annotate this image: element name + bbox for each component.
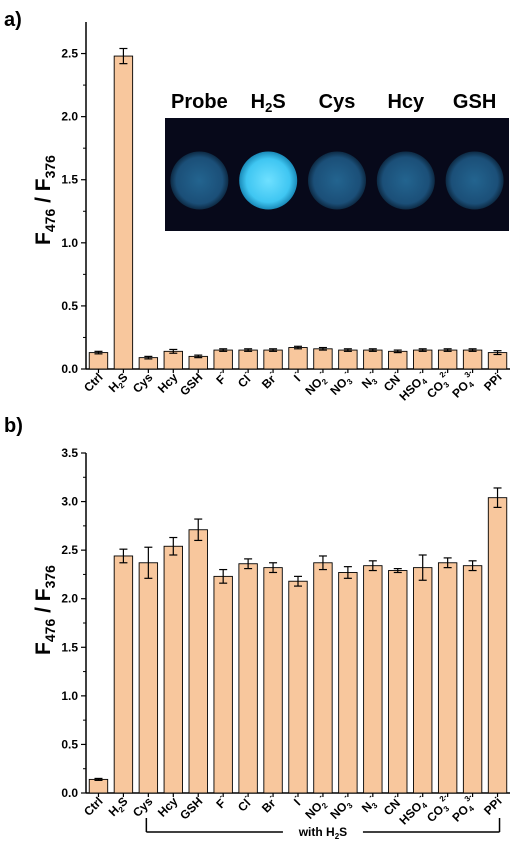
bar-12: [388, 570, 408, 794]
x-tick-label-0: Ctrl: [81, 370, 106, 395]
vial-photo-inset: Probe H2S Cys Hcy GSH: [165, 91, 509, 231]
bar-15: [462, 565, 483, 794]
x-tick-label-13: HSO4-: [394, 368, 431, 405]
x-tick-label-9: NO2-: [300, 792, 331, 823]
bar-6: [238, 349, 258, 370]
bar-1: [113, 555, 134, 794]
panel-a-chart: a) F476 / F376 Probe H2S Cys Hcy GSH 0.00.51…: [4, 9, 510, 405]
bar-5: [213, 575, 233, 794]
vial-dark: [170, 151, 229, 210]
inset-label-3: Hcy: [387, 91, 425, 113]
y-tick-label: 0.0: [61, 362, 78, 376]
y-tick-label: 1.0: [61, 236, 78, 250]
inset-label-1: H2S: [251, 91, 286, 115]
x-tick-label-16: PPi: [481, 370, 505, 394]
bar-9: [313, 562, 333, 794]
inset-label-2: Cys: [319, 91, 356, 113]
x-tick-label-11: N3-: [357, 368, 382, 393]
bar-14: [437, 562, 458, 794]
x-tick-label-10: NO3-: [325, 368, 356, 399]
y-tick-label: 0.0: [61, 786, 78, 800]
x-tick-label-3: Hcy: [155, 794, 181, 820]
panel-b-ylabel: F476 / F376: [32, 565, 58, 655]
x-tick-label-5: F-: [211, 792, 230, 811]
bar-7: [263, 567, 283, 794]
bar-12: [388, 350, 408, 370]
x-tick-label-5: F-: [211, 368, 230, 387]
vial-dark: [445, 151, 504, 210]
x-tick-label-4: GSH: [177, 370, 205, 398]
x-tick-label-10: NO3-: [325, 792, 356, 823]
y-tick-label: 1.5: [61, 173, 78, 187]
y-tick-label: 0.5: [61, 299, 78, 313]
panel-a-letter: a): [4, 9, 22, 31]
x-tick-label-16: PPi: [481, 794, 505, 818]
y-tick-label: 2.0: [61, 592, 78, 606]
x-tick-label-15: PO43-: [447, 792, 481, 826]
y-tick-label: 1.0: [61, 689, 78, 703]
x-tick-label-1: H2S: [106, 370, 132, 396]
x-tick-label-7: Br-: [257, 368, 281, 392]
x-tick-label-2: Cys: [130, 370, 156, 396]
bar-6: [238, 563, 258, 794]
bar-7: [263, 349, 283, 370]
bar-10: [338, 349, 358, 370]
y-tick-label: 0.5: [61, 737, 78, 751]
x-tick-label-11: N3-: [357, 792, 382, 817]
y-tick-label: 2.0: [61, 110, 78, 124]
x-tick-label-8: I-: [289, 792, 306, 809]
bar-16: [487, 497, 508, 794]
bar-13: [413, 349, 433, 370]
y-tick-label: 2.5: [61, 543, 78, 557]
panel-b-letter: b): [4, 415, 23, 437]
bar-15: [462, 349, 483, 370]
bar-0: [88, 778, 109, 794]
bar-11: [363, 565, 383, 794]
bar-8: [288, 580, 308, 794]
bar-1: [113, 55, 134, 370]
x-tick-label-15: PO43-: [447, 368, 481, 402]
y-tick-label: 2.5: [61, 47, 78, 61]
x-tick-label-6: Cl-: [233, 792, 256, 815]
panel-b-chart: b) F476 / F376 0.0 0.5 1.0 1.5 2.0 2.5 3.0 3.5 C…: [4, 415, 510, 841]
bar-9: [313, 348, 333, 370]
inset-label-0: Probe: [171, 91, 228, 113]
y-tick-label: 3.0: [61, 495, 78, 509]
panel-a-ylabel: F476 / F376: [32, 155, 58, 245]
x-tick-label-2: Cys: [130, 794, 156, 820]
x-tick-label-1: H2S: [106, 794, 132, 820]
vial-bright: [239, 151, 298, 210]
bar-10: [338, 572, 358, 794]
bar-4: [188, 355, 208, 370]
x-tick-label-8: I-: [289, 368, 306, 385]
bar-8: [288, 347, 308, 370]
bar-13: [413, 567, 433, 794]
x-tick-label-13: HSO4-: [394, 792, 431, 829]
bar-3: [163, 545, 183, 794]
bar-3: [163, 350, 183, 370]
bar-11: [363, 349, 383, 370]
x-tick-label-0: Ctrl: [81, 794, 106, 819]
vial-dark: [376, 151, 435, 210]
bar-0: [88, 352, 109, 370]
y-tick-label: 1.5: [61, 640, 78, 654]
bracket-label: with H2S: [298, 825, 347, 841]
y-tick-label: 3.5: [61, 446, 78, 460]
x-tick-label-4: GSH: [177, 794, 205, 822]
x-tick-label-9: NO2-: [300, 368, 331, 399]
bar-4: [188, 529, 208, 794]
inset-label-4: GSH: [453, 91, 496, 113]
bar-5: [213, 349, 233, 370]
bar-14: [437, 349, 458, 370]
vial-dark: [308, 151, 366, 210]
x-tick-label-6: Cl-: [233, 368, 256, 391]
bar-2: [138, 562, 159, 794]
x-tick-label-7: Br-: [257, 792, 281, 816]
x-tick-label-3: Hcy: [155, 370, 181, 396]
